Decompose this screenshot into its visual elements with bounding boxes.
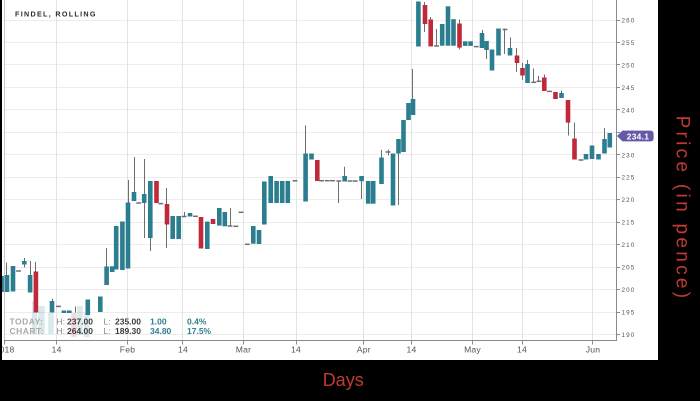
svg-text:17.5%: 17.5% (187, 326, 212, 336)
svg-text:H:: H: (57, 316, 66, 326)
svg-text:14: 14 (178, 344, 188, 354)
svg-text:14: 14 (517, 344, 527, 354)
svg-text:225: 225 (622, 175, 636, 182)
svg-text:CHART:: CHART: (10, 326, 45, 336)
svg-text:2018: 2018 (0, 344, 14, 354)
svg-text:34.80: 34.80 (150, 326, 172, 336)
svg-text:Jun: Jun (586, 344, 600, 354)
svg-text:215: 215 (622, 220, 636, 227)
svg-text:0.4%: 0.4% (187, 316, 207, 326)
svg-text:195: 195 (622, 310, 636, 317)
svg-text:190: 190 (622, 332, 636, 339)
svg-text:200: 200 (622, 287, 636, 294)
svg-text:220: 220 (622, 197, 636, 204)
svg-text:1.00: 1.00 (150, 316, 167, 326)
svg-text:Price (in pence): Price (in pence) (672, 116, 693, 302)
svg-text:189.30: 189.30 (115, 326, 141, 336)
svg-text:210: 210 (622, 242, 636, 249)
svg-text:237.00: 237.00 (67, 316, 93, 326)
svg-text:Feb: Feb (120, 344, 135, 354)
svg-text:FINDEL, ROLLING: FINDEL, ROLLING (15, 10, 97, 19)
svg-text:264.00: 264.00 (67, 326, 93, 336)
svg-text:240: 240 (622, 107, 636, 114)
svg-text:14: 14 (52, 344, 62, 354)
svg-text:14: 14 (291, 344, 301, 354)
svg-text:Mar: Mar (236, 344, 251, 354)
svg-text:L:: L: (104, 316, 111, 326)
svg-text:260: 260 (622, 17, 636, 24)
svg-text:L:: L: (104, 326, 111, 336)
svg-text:TODAY:: TODAY: (10, 316, 44, 326)
svg-text:205: 205 (622, 265, 636, 272)
svg-text:250: 250 (622, 62, 636, 69)
svg-text:230: 230 (622, 152, 636, 159)
svg-text:Apr: Apr (357, 344, 371, 354)
svg-text:255: 255 (622, 40, 636, 47)
svg-text:H:: H: (57, 326, 66, 336)
svg-text:14: 14 (407, 344, 417, 354)
svg-text:235.00: 235.00 (115, 316, 141, 326)
svg-text:Days: Days (323, 370, 364, 390)
svg-text:245: 245 (622, 85, 636, 92)
svg-text:234.1: 234.1 (627, 131, 650, 141)
svg-text:May: May (464, 344, 481, 354)
